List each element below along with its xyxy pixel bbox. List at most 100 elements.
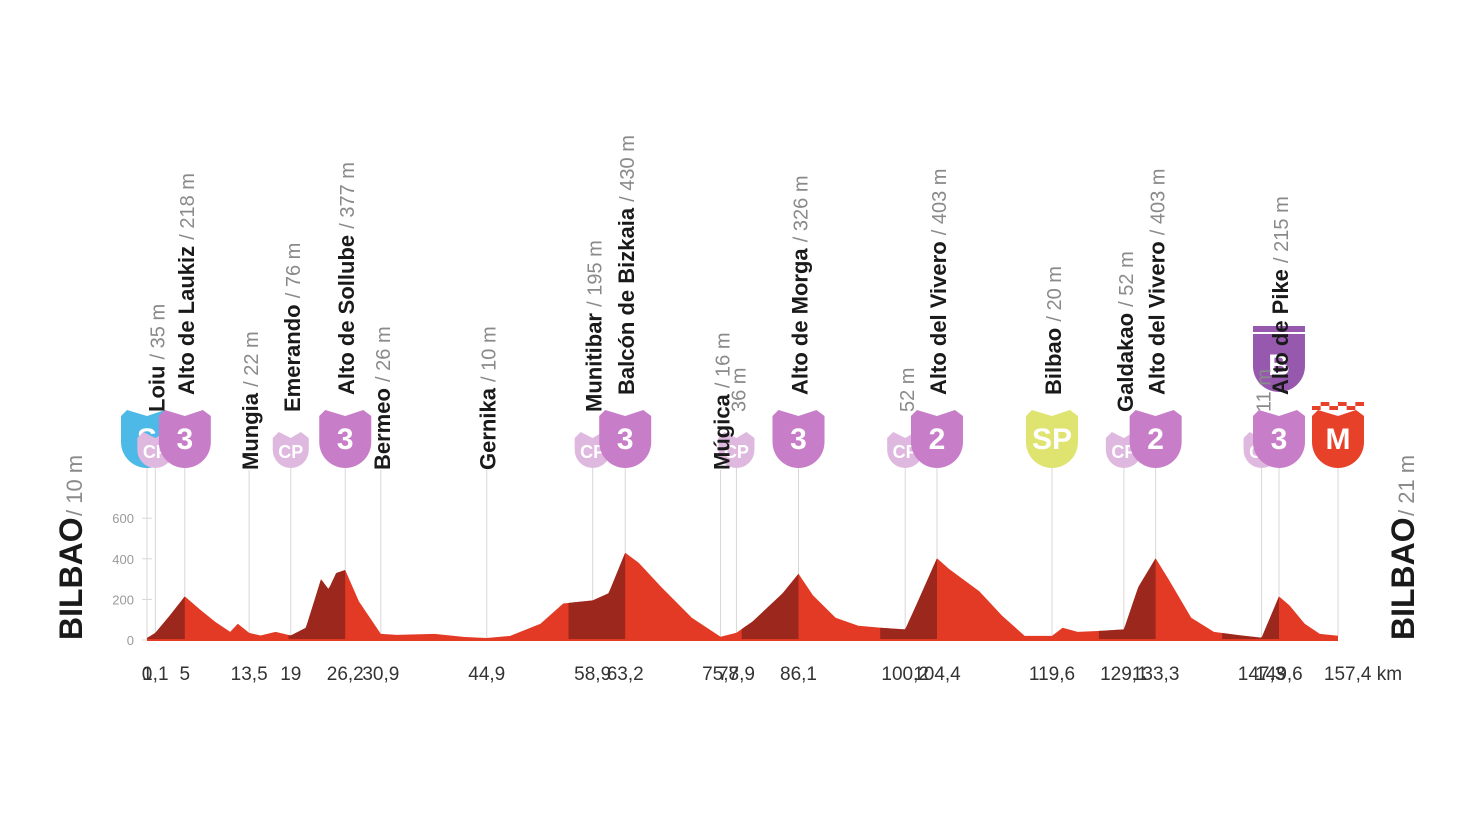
waypoint-text: Munitibar / 195 m bbox=[582, 240, 607, 412]
waypoint-altitude: / 35 m bbox=[147, 304, 169, 360]
y-grid: 0 200 400 600 bbox=[112, 511, 152, 648]
km-tick-label: 100,2 bbox=[881, 664, 929, 685]
badge-cp-11 bbox=[718, 432, 755, 468]
waypoint-text: Alto de Sollube / 377 m bbox=[334, 162, 359, 395]
waypoint-text: Alto de Laukiz / 218 m bbox=[174, 173, 199, 395]
waypoint-label-16: Galdakao / 52 m bbox=[1113, 251, 1138, 412]
waypoint-text: 11 m bbox=[1254, 369, 1276, 412]
waypoint-name: Múgica bbox=[710, 388, 735, 470]
km-tick-label: 147,3 bbox=[1238, 664, 1286, 685]
badge-climb-2 bbox=[158, 410, 211, 468]
waypoint-connectors bbox=[146, 468, 1339, 638]
badge-label: 3 bbox=[617, 423, 634, 456]
waypoint-name: Mungia bbox=[238, 387, 263, 470]
badge-climb-5 bbox=[319, 410, 372, 468]
badge-sprint-15 bbox=[1025, 410, 1078, 468]
badge-label: SP bbox=[1032, 423, 1072, 456]
elevation-profile bbox=[147, 552, 1338, 641]
km-tick-label: 63,2 bbox=[607, 664, 644, 685]
waypoint-text: Galdakao / 52 m bbox=[1113, 251, 1138, 412]
waypoint-name: Alto de Sollube bbox=[334, 229, 359, 395]
km-axis: 01,1 5 13,5 19 26,230,9 44,9 58,963,2 75,877,9 8… bbox=[142, 664, 1402, 685]
waypoint-label-14: Alto del Vivero / 403 m bbox=[926, 169, 951, 395]
waypoint-altitude: / 326 m bbox=[790, 176, 812, 243]
finish-checker bbox=[1338, 402, 1347, 406]
waypoint-altitude: / 430 m bbox=[617, 135, 639, 202]
km-tick-label: 129,1 bbox=[1100, 664, 1148, 685]
waypoint-name: Gernika bbox=[476, 382, 501, 470]
badge-climb-19 bbox=[1252, 410, 1305, 468]
waypoint-name: Alto de Pike bbox=[1268, 263, 1293, 395]
waypoint-badges: SCP3CP3CP3CP3CP2SPCP2CP3MB bbox=[121, 326, 1364, 468]
badge-label: 3 bbox=[176, 423, 193, 456]
climb-section bbox=[741, 573, 799, 640]
waypoint-altitude: / 10 m bbox=[479, 326, 501, 382]
km-tick-label: 26,2 bbox=[327, 664, 364, 685]
waypoint-label-2: Alto de Laukiz / 218 m bbox=[174, 173, 199, 395]
waypoint-name: Alto de Laukiz bbox=[174, 240, 199, 395]
climb-section bbox=[288, 570, 346, 640]
bonus-badge bbox=[1252, 334, 1305, 392]
waypoint-name: Alto de Morga bbox=[787, 242, 812, 395]
badge-climb-17 bbox=[1129, 410, 1182, 468]
waypoint-text: 36 m bbox=[728, 368, 750, 412]
badge-climb-14 bbox=[910, 410, 963, 468]
finish-checker bbox=[1320, 402, 1330, 406]
km-tick-label: 30,9 bbox=[362, 664, 399, 685]
badge-label: CP bbox=[278, 442, 303, 462]
waypoint-text: 52 m bbox=[897, 368, 919, 412]
badge-label: CP bbox=[893, 442, 918, 462]
badge-label: 2 bbox=[1147, 423, 1164, 456]
km-tick-label: 0 bbox=[142, 664, 153, 685]
badge-finish-20 bbox=[1312, 410, 1364, 468]
km-tick-label: 75,8 bbox=[702, 664, 739, 685]
waypoint-label-18: 11 m bbox=[1254, 369, 1276, 412]
waypoint-altitude: 36 m bbox=[728, 368, 750, 412]
waypoint-name: Emerando bbox=[280, 298, 305, 412]
waypoint-altitude: 11 m bbox=[1254, 369, 1276, 412]
y-tick-label: 200 bbox=[112, 592, 134, 607]
waypoint-name: Galdakao bbox=[1113, 307, 1138, 412]
badge-label: CP bbox=[580, 442, 605, 462]
waypoint-altitude: 52 m bbox=[897, 368, 919, 412]
waypoint-text: Gernika / 10 m bbox=[476, 326, 501, 470]
waypoint-altitude: / 22 m bbox=[241, 331, 263, 387]
waypoint-altitude: / 377 m bbox=[337, 162, 359, 229]
badge-label: 3 bbox=[337, 423, 354, 456]
climb-section bbox=[147, 596, 185, 640]
y-tick-label: 0 bbox=[127, 633, 134, 648]
badge-label: 2 bbox=[929, 423, 946, 456]
waypoint-labels: Loiu / 35 m Alto de Laukiz / 218 m Mungia … bbox=[144, 135, 1293, 470]
waypoint-text: Alto de Morga / 326 m bbox=[787, 176, 812, 395]
waypoint-text: Loiu / 35 m bbox=[144, 304, 169, 412]
badge-label: 3 bbox=[1271, 423, 1288, 456]
y-tick-label: 400 bbox=[112, 552, 134, 567]
waypoint-name: Munitibar bbox=[582, 307, 607, 412]
y-tick-label: 600 bbox=[112, 511, 134, 526]
climb-section bbox=[1098, 558, 1156, 640]
waypoint-label-3: Mungia / 22 m bbox=[238, 331, 263, 470]
waypoint-text: Bilbao / 20 m bbox=[1041, 266, 1066, 395]
waypoint-altitude: / 195 m bbox=[585, 240, 607, 307]
badge-label: 3 bbox=[790, 423, 807, 456]
finish-checker bbox=[1355, 402, 1364, 406]
km-tick-label: 77,9 bbox=[718, 664, 755, 685]
km-tick-label: 58,9 bbox=[574, 664, 611, 685]
km-tick-label: 13,5 bbox=[231, 664, 268, 685]
waypoint-label-12: Alto de Morga / 326 m bbox=[787, 176, 812, 395]
climb-section bbox=[568, 552, 626, 640]
start-label: BILBAO / 10 m bbox=[53, 455, 89, 640]
km-tick-label: 86,1 bbox=[780, 664, 817, 685]
waypoint-altitude: / 52 m bbox=[1116, 251, 1138, 307]
badge-label: CP bbox=[724, 442, 749, 462]
start-altitude: / 10 m bbox=[62, 455, 87, 516]
waypoint-text: Alto de Pike / 215 m bbox=[1268, 196, 1293, 395]
waypoint-label-19: Alto de Pike / 215 m bbox=[1268, 196, 1293, 395]
finish-checker bbox=[1346, 406, 1356, 410]
climb-section bbox=[880, 558, 937, 640]
waypoint-altitude: / 26 m bbox=[373, 326, 395, 382]
waypoint-altitude: / 403 m bbox=[929, 169, 951, 236]
km-tick-label: 5 bbox=[180, 664, 191, 685]
waypoint-label-15: Bilbao / 20 m bbox=[1041, 266, 1066, 395]
